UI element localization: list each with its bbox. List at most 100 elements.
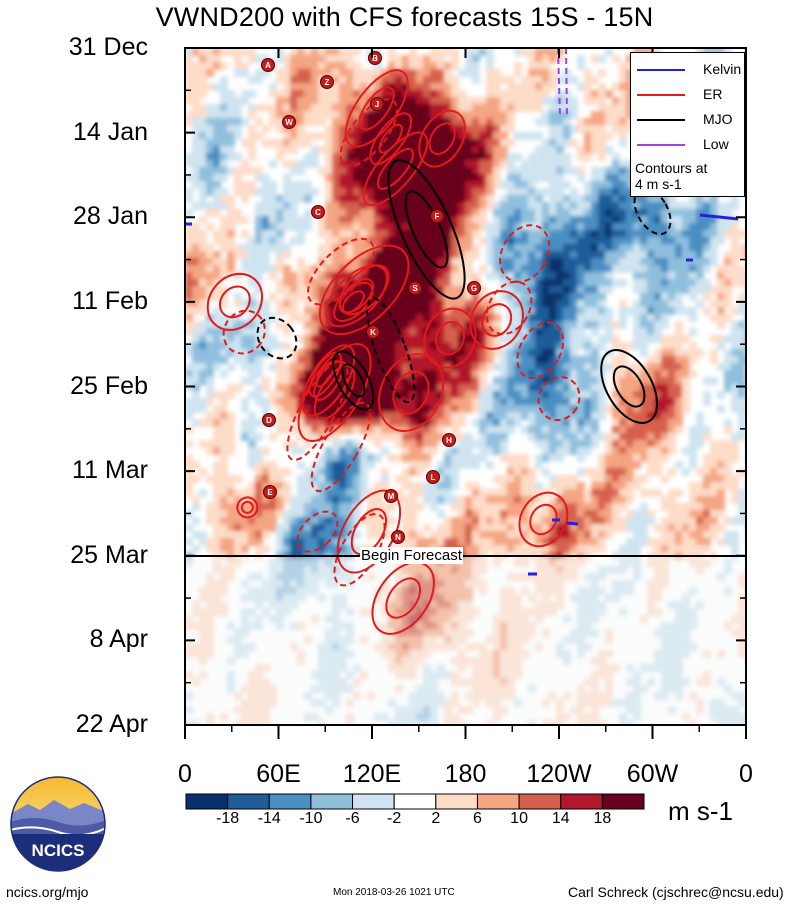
anomaly-cell <box>661 300 669 308</box>
anomaly-cell <box>374 125 382 133</box>
anomaly-cell <box>451 405 459 413</box>
anomaly-cell <box>556 202 564 210</box>
anomaly-cell <box>689 244 697 252</box>
anomaly-cell <box>339 202 347 210</box>
anomaly-cell <box>388 517 396 525</box>
anomaly-cell <box>437 531 445 539</box>
anomaly-cell <box>409 314 417 322</box>
anomaly-cell <box>514 237 522 245</box>
anomaly-cell <box>633 398 641 406</box>
anomaly-cell <box>213 188 221 196</box>
anomaly-cell <box>584 153 592 161</box>
anomaly-cell <box>486 195 494 203</box>
anomaly-cell <box>717 468 725 476</box>
anomaly-cell <box>731 251 739 259</box>
anomaly-cell <box>311 433 319 441</box>
anomaly-cell <box>360 489 368 497</box>
anomaly-cell <box>304 48 312 56</box>
anomaly-cell <box>514 335 522 343</box>
anomaly-cell <box>192 202 200 210</box>
anomaly-cell <box>332 97 340 105</box>
anomaly-cell <box>374 111 382 119</box>
anomaly-cell <box>458 461 466 469</box>
anomaly-cell <box>248 265 256 273</box>
anomaly-cell <box>500 216 508 224</box>
anomaly-cell <box>731 202 739 210</box>
anomaly-cell <box>241 328 249 336</box>
anomaly-cell <box>430 125 438 133</box>
anomaly-cell <box>584 545 592 553</box>
anomaly-cell <box>290 398 298 406</box>
anomaly-cell <box>269 104 277 112</box>
anomaly-cell <box>367 216 375 224</box>
anomaly-cell <box>535 384 543 392</box>
anomaly-cell <box>689 482 697 490</box>
anomaly-cell <box>703 433 711 441</box>
anomaly-cell <box>332 62 340 70</box>
anomaly-cell <box>374 90 382 98</box>
anomaly-cell <box>248 328 256 336</box>
anomaly-cell <box>549 111 557 119</box>
anomaly-cell <box>591 272 599 280</box>
anomaly-cell <box>283 405 291 413</box>
anomaly-cell <box>255 468 263 476</box>
anomaly-cell <box>465 62 473 70</box>
anomaly-cell <box>332 132 340 140</box>
anomaly-cell <box>248 377 256 385</box>
anomaly-cell <box>290 349 298 357</box>
anomaly-cell <box>535 580 543 588</box>
anomaly-cell <box>430 251 438 259</box>
anomaly-cell <box>395 475 403 483</box>
anomaly-cell <box>199 104 207 112</box>
anomaly-cell <box>409 433 417 441</box>
anomaly-cell <box>500 125 508 133</box>
anomaly-cell <box>451 524 459 532</box>
anomaly-cell <box>535 286 543 294</box>
anomaly-cell <box>199 55 207 63</box>
anomaly-cell <box>248 412 256 420</box>
anomaly-cell <box>535 146 543 154</box>
anomaly-cell <box>528 258 536 266</box>
anomaly-cell <box>374 454 382 462</box>
anomaly-cell <box>619 496 627 504</box>
anomaly-cell <box>598 265 606 273</box>
anomaly-cell <box>675 426 683 434</box>
anomaly-cell <box>591 573 599 581</box>
anomaly-cell <box>241 405 249 413</box>
anomaly-cell <box>675 503 683 511</box>
anomaly-cell <box>556 237 564 245</box>
anomaly-cell <box>542 62 550 70</box>
anomaly-cell <box>388 55 396 63</box>
anomaly-cell <box>591 482 599 490</box>
anomaly-cell <box>367 90 375 98</box>
anomaly-cell <box>458 510 466 518</box>
anomaly-cell <box>493 538 501 546</box>
anomaly-cell <box>444 566 452 574</box>
anomaly-cell <box>339 496 347 504</box>
anomaly-cell <box>549 328 557 336</box>
anomaly-cell <box>367 391 375 399</box>
anomaly-cell <box>360 132 368 140</box>
anomaly-cell <box>647 209 655 217</box>
anomaly-cell <box>353 76 361 84</box>
anomaly-cell <box>654 237 662 245</box>
anomaly-cell <box>423 132 431 140</box>
anomaly-cell <box>339 328 347 336</box>
anomaly-cell <box>220 587 228 595</box>
anomaly-cell <box>353 237 361 245</box>
anomaly-cell <box>199 468 207 476</box>
anomaly-cell <box>724 426 732 434</box>
anomaly-cell <box>409 412 417 420</box>
anomaly-cell <box>598 181 606 189</box>
anomaly-cell <box>283 384 291 392</box>
anomaly-cell <box>500 587 508 595</box>
anomaly-cell <box>241 90 249 98</box>
anomaly-cell <box>542 90 550 98</box>
anomaly-cell <box>297 391 305 399</box>
anomaly-cell <box>416 531 424 539</box>
anomaly-cell <box>444 335 452 343</box>
anomaly-cell <box>241 419 249 427</box>
anomaly-cell <box>661 384 669 392</box>
anomaly-cell <box>696 440 704 448</box>
anomaly-cell <box>423 69 431 77</box>
